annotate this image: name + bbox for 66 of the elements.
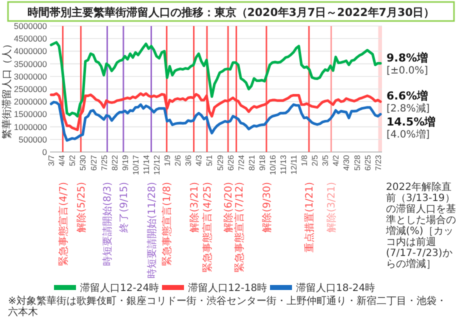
x-tick-label: 7/25 [100,154,109,171]
x-tick-label: 1/9 [163,154,172,166]
x-tick-label: 10/16 [268,154,278,176]
ref-line-label: 解除(6/20) [222,182,235,232]
annotation: 14.5%増 [4.0%増] [386,116,436,141]
x-tick-label: 7/23 [374,154,383,171]
x-tick-label: 8/22 [110,154,120,171]
x-tick-label: 5/1 [205,154,214,166]
x-tick-label: 6/26 [226,154,236,171]
x-tick-label: 8/21 [247,154,256,171]
ref-line-label: 時短要請開始(11/28) [146,182,158,279]
annotation: 9.8%増 [±0.0%] [386,51,428,76]
x-tick-label: 2/6 [174,154,183,166]
ref-line-label: 解除(3/21) [326,182,338,232]
x-tick-label: 5/2 [68,154,78,166]
ref-line-label: 解除(5/25) [75,182,88,232]
y-tick-label: 1000000 [14,122,48,132]
x-tick-label: 5/30 [78,154,88,171]
x-tick-label: 3/5 [321,154,330,166]
x-tick-label: 12/12 [152,154,162,176]
legend-label: 滞留人口18-24時 [296,282,376,294]
y-tick-label: 0 [42,147,48,157]
y-tick-label: 5000000 [14,21,48,31]
x-tick-label: 3/7 [47,154,56,166]
x-tick-label: 1/8 [300,154,310,166]
x-tick-label: 9/19 [120,154,130,171]
x-tick-label: 9/18 [258,154,267,171]
x-tick-label: 2/5 [310,154,320,166]
annotation: 6.6%増 [2.8%減] [386,90,430,115]
ref-line-label: 緊急事態宣言(1/8) [161,182,174,266]
x-tick-label: 4/4 [58,154,67,166]
ref-line-label: 時短要請開始(8/3) [102,182,114,266]
y-tick-label: 3500000 [14,58,48,69]
ref-line-label: 解除(9/30) [260,182,273,232]
ref-line-label: 緊急事態宣言(4/7) [57,182,70,266]
y-tick-label: 3000000 [14,71,48,82]
x-tick-label: 4/2 [332,154,341,166]
y-tick-label: 4500000 [14,34,48,44]
ref-line-label: 重点措置(1/21) [303,182,316,252]
ref-line-label: 解除(3/21) [188,182,200,232]
x-tick-label: 4/30 [342,154,352,171]
x-tick-label: 5/28 [352,154,362,171]
x-tick-label: 6/27 [89,154,98,171]
ref-line-label: 緊急事態宣言(7/12) [234,182,246,272]
x-tick-label: 3/6 [184,154,194,166]
y-tick-label: 1500000 [14,109,48,120]
x-tick-label: 11/13 [279,154,288,174]
y-tick-label: 2000000 [14,96,48,107]
y-tick-label: 2500000 [14,84,48,94]
x-tick-label: 6/25 [363,154,372,171]
x-tick-label: 5/29 [216,154,225,171]
x-tick-label: 4/3 [194,154,204,166]
legend-label: 滞留人口12-24時 [80,282,160,294]
y-axis-title: 繁華街滞留人口（人） [1,39,13,139]
x-tick-label: 10/17 [131,154,140,176]
text: 2022年解除直前（3/13-19）の滞留人口を基準とした場合の増減(%)［カッコ内は前週(7/17-7/23)からの増減］ [386,182,457,270]
ref-line-label: 緊急事態宣言(4/25) [201,182,214,272]
chart-title: 時間帯別主要繁華街滞留人口の推移：東京（2020年3月7日～2022年7月30日） [27,6,435,19]
ref-line-label: 終了(9/15) [118,182,130,234]
y-tick-label: 500000 [18,134,48,144]
y-tick-label: 4000000 [14,46,48,56]
x-tick-label: 12/11 [290,154,299,174]
legend-label: 滞留人口12-18時 [188,282,268,294]
x-tick-label: 11/14 [142,154,151,174]
x-tick-label: 7/24 [236,154,246,171]
text: ※対象繁華街は歌舞伎町・銀座コリドー街・渋谷センター街・上野仲町通り・新宿二丁目・池袋・六本木 [8,296,448,318]
